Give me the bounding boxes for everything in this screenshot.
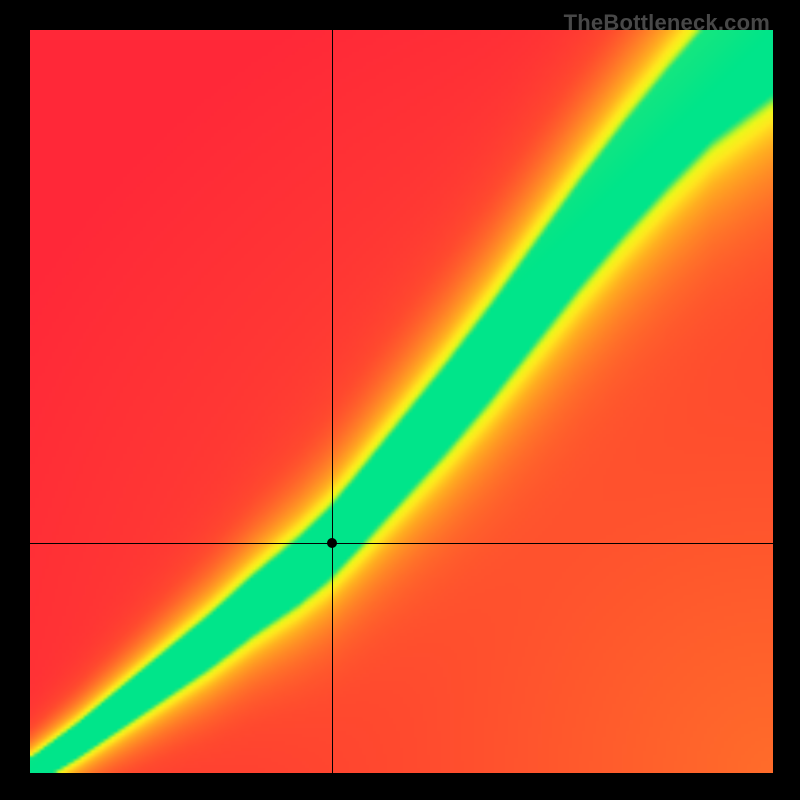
crosshair-marker [327, 538, 337, 548]
watermark-text: TheBottleneck.com [564, 10, 770, 36]
crosshair-horizontal [30, 543, 773, 544]
heatmap-plot-area [30, 30, 773, 773]
crosshair-vertical [332, 30, 333, 773]
heatmap-canvas [30, 30, 773, 773]
